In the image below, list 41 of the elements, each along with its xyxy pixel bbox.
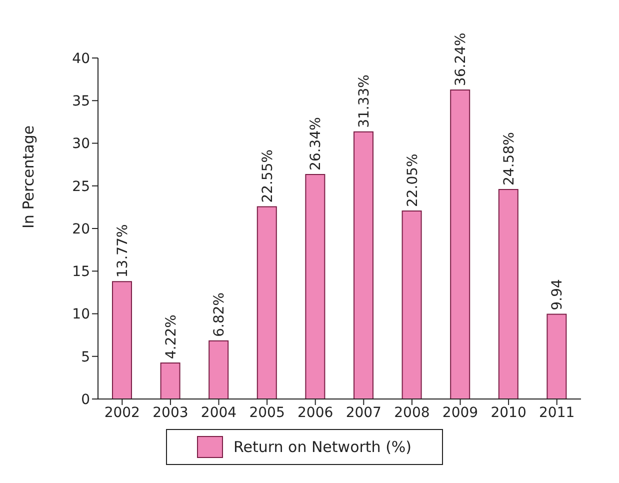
- x-tick-label: 2003: [152, 404, 188, 421]
- bar: [256, 206, 277, 399]
- data-label: 24.58%: [501, 132, 518, 186]
- data-label: 9.94: [550, 278, 566, 310]
- x-tick-label: 2005: [249, 404, 285, 421]
- x-tick-label: 2002: [104, 404, 140, 421]
- bar: [498, 188, 518, 399]
- bar: [160, 362, 180, 399]
- data-label: 6.82%: [212, 292, 228, 337]
- data-label: 36.24%: [453, 32, 470, 86]
- y-tick-label: 15: [72, 264, 90, 280]
- data-label: 4.22%: [163, 314, 180, 360]
- x-tick-label: 2004: [200, 404, 237, 421]
- y-tick-label: 35: [72, 94, 90, 110]
- bar: [450, 90, 470, 399]
- y-tick-label: 30: [72, 136, 90, 152]
- bar: [112, 281, 132, 399]
- y-tick-label: 5: [81, 349, 90, 366]
- y-tick-label: 25: [72, 178, 90, 195]
- data-label: 22.55%: [260, 149, 276, 203]
- y-axis-title: In Percentage: [19, 125, 38, 228]
- bar: [353, 131, 374, 399]
- x-tick-label: 2008: [394, 404, 430, 421]
- bar: [305, 174, 326, 399]
- x-tick-label: 2007: [346, 404, 382, 421]
- legend-label: Return on Networth (%): [233, 438, 412, 456]
- y-tick-label: 20: [72, 221, 90, 238]
- x-tick-label: 2011: [539, 404, 575, 421]
- data-label: 22.05%: [404, 154, 421, 208]
- x-tick-label: 2006: [298, 404, 334, 421]
- x-tick-label: 2010: [490, 404, 526, 421]
- bar: [208, 340, 229, 399]
- bar: [546, 314, 567, 399]
- y-tick-label: 40: [72, 50, 90, 67]
- bar: [402, 210, 422, 399]
- y-tick-label: 10: [72, 306, 90, 323]
- x-tick-label: 2009: [442, 404, 478, 421]
- data-label: 13.77%: [114, 224, 131, 278]
- y-tick-label: 0: [81, 392, 90, 408]
- data-label: 26.34%: [308, 117, 324, 170]
- data-label: 31.33%: [356, 74, 372, 128]
